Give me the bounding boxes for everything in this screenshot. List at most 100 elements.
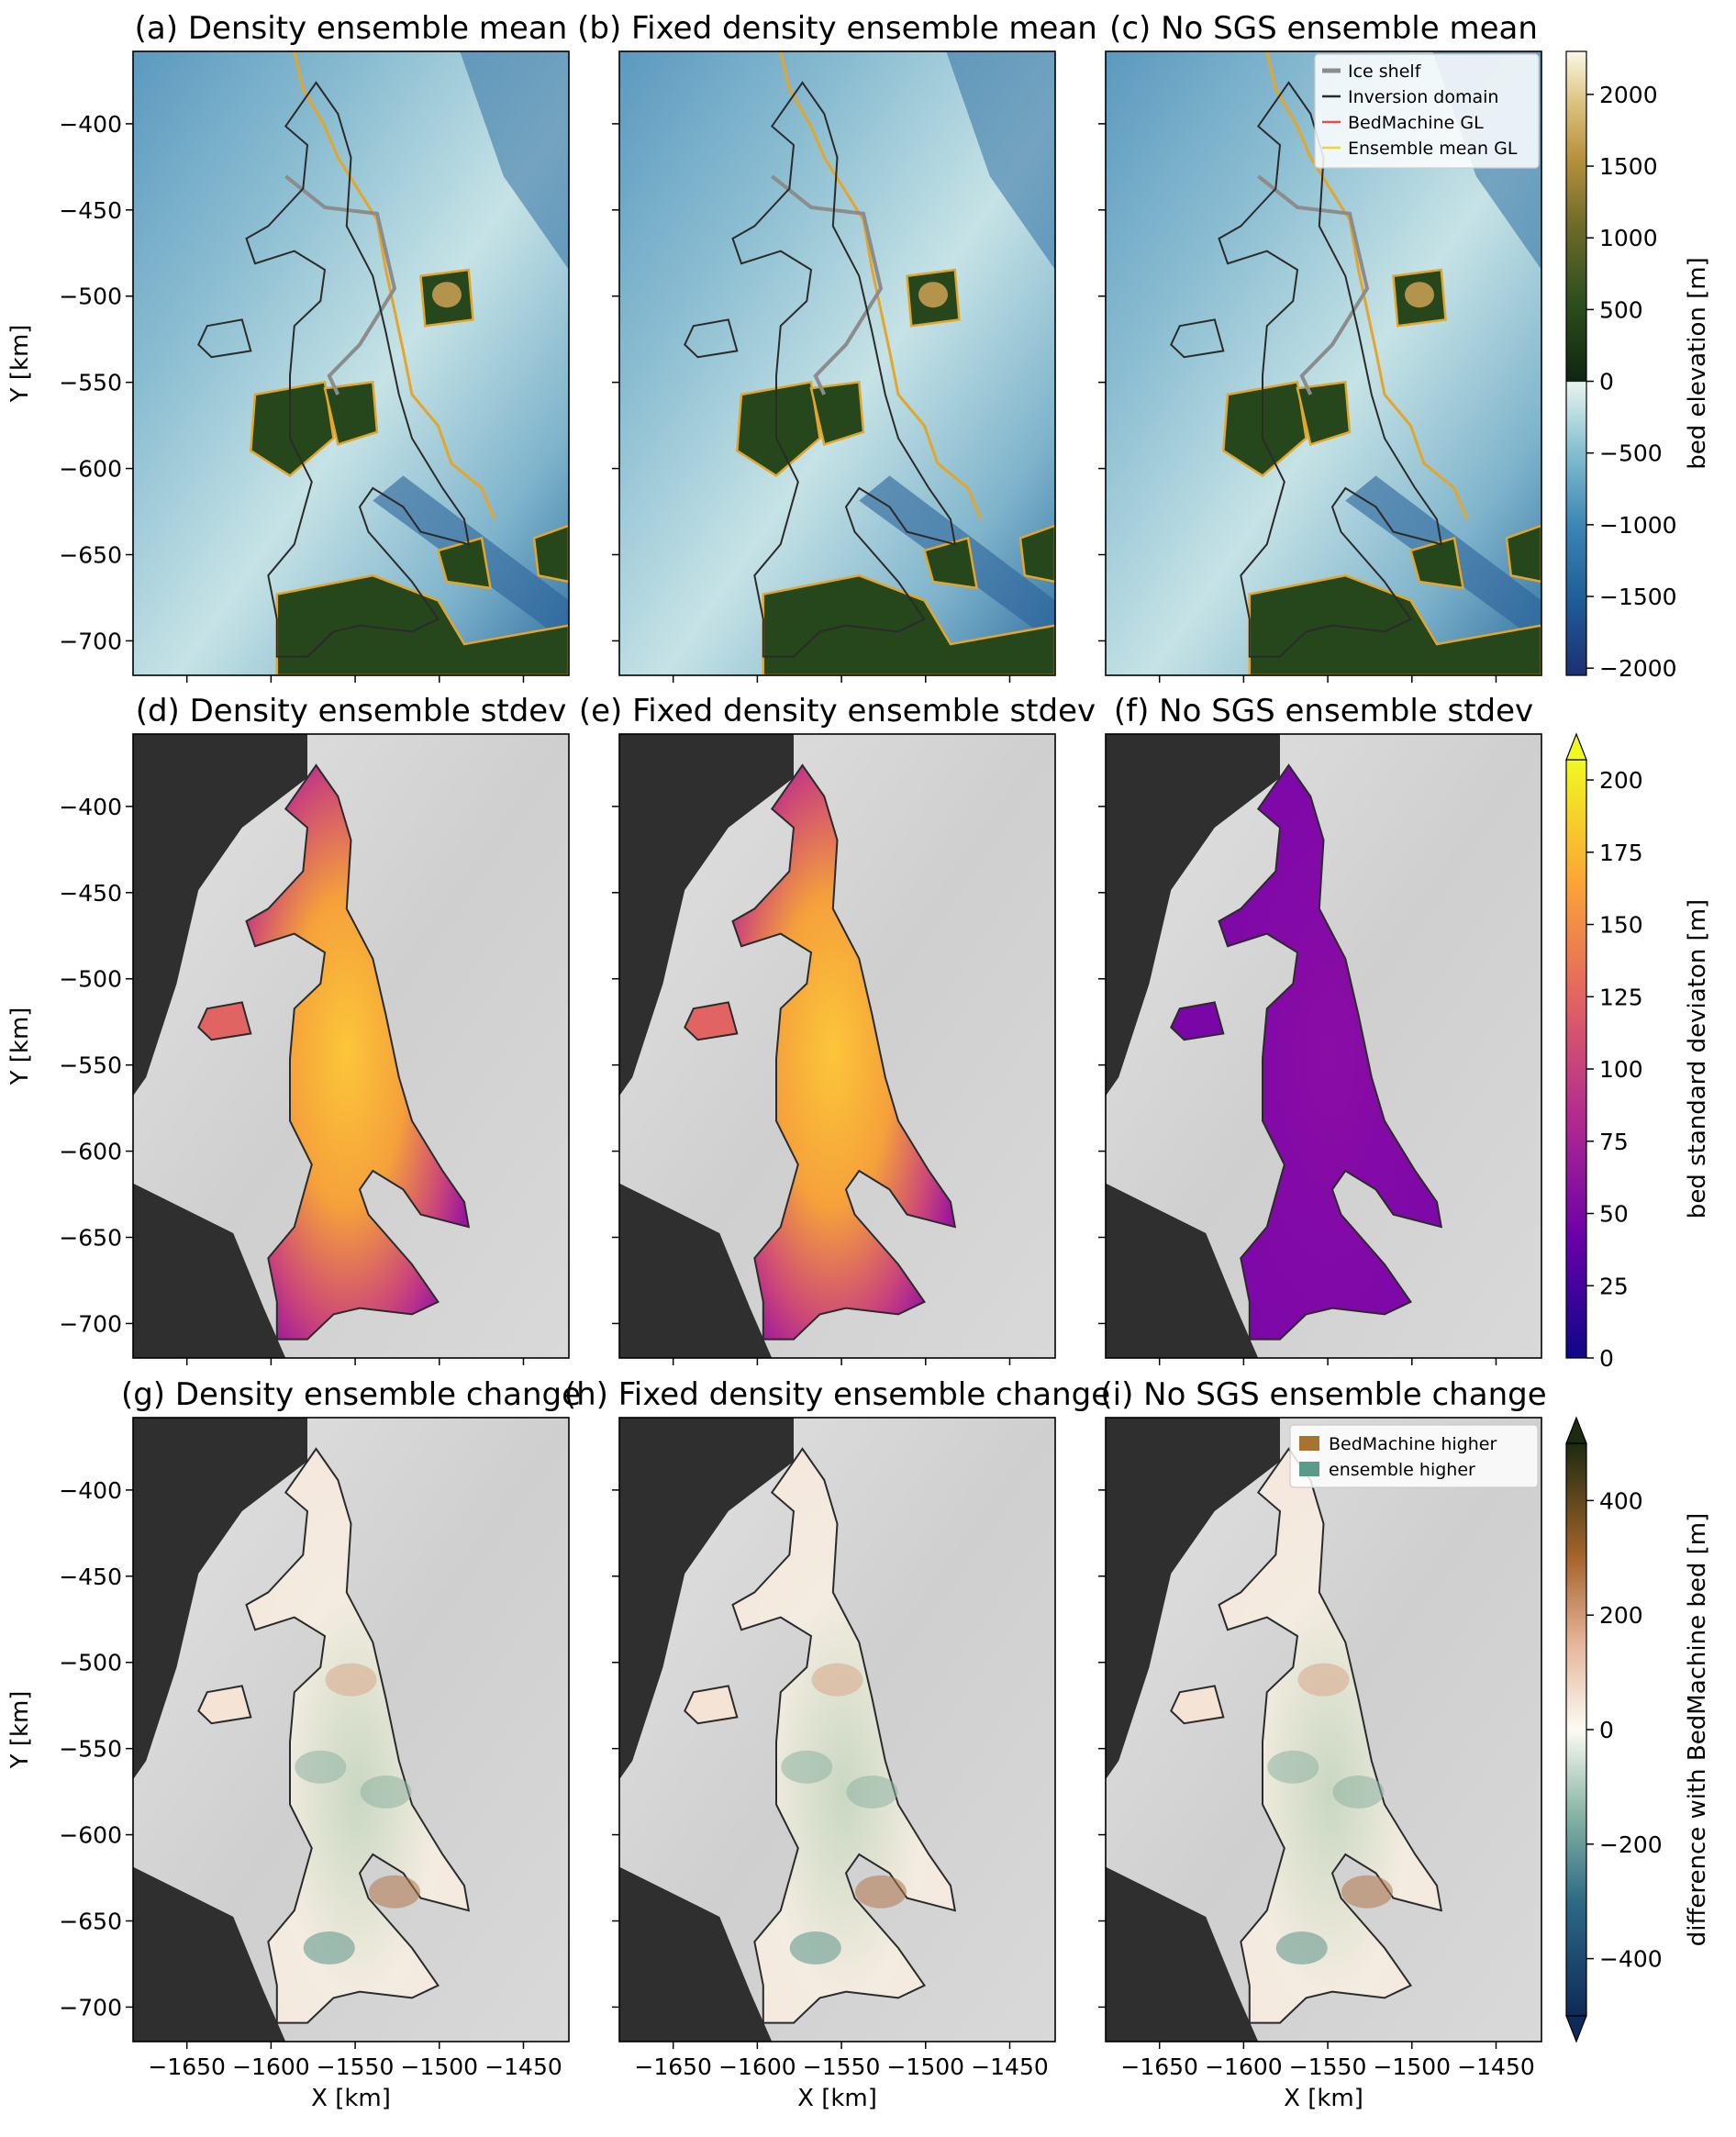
- y-axis-label: Y [km]: [6, 1691, 34, 1770]
- change-blob: [1267, 1750, 1319, 1784]
- legend-box: [1314, 53, 1540, 169]
- x-tick-label: −1450: [1457, 2054, 1535, 2080]
- axes-frame: [1105, 1417, 1542, 2042]
- colorbar-2: 200 175 150 125 100 75 50 25 0 bed standard devia…: [1565, 732, 1711, 1372]
- colorbar-tick-label: 500: [1599, 296, 1643, 323]
- change-blob: [846, 1775, 898, 1809]
- x-axis-label: X [km]: [1284, 2085, 1363, 2112]
- grounded-bedrock: [922, 536, 979, 590]
- change-field: [197, 1685, 252, 1725]
- x-axis-label: X [km]: [311, 2085, 391, 2112]
- x-tick-label: −1650: [634, 2054, 712, 2080]
- colorbar-tick-label: 150: [1599, 912, 1643, 939]
- x-tick-label: −1600: [232, 2054, 310, 2080]
- colorbar-tick-label: −1000: [1599, 512, 1677, 539]
- colorbar-tick-label: 400: [1599, 1487, 1643, 1514]
- colorbar-tick-label: 0: [1599, 1345, 1614, 1372]
- y-tick-label: −700: [59, 1310, 122, 1337]
- high-peak: [918, 282, 948, 308]
- colorbar-tick-label: −2000: [1599, 655, 1677, 682]
- axes-frame: [1105, 733, 1542, 1359]
- panel-g: (g) Density ensemble change −400 −450 −500 −…: [6, 1376, 581, 2112]
- change-blob: [789, 1931, 841, 1964]
- colorbar-tick-label: 75: [1599, 1129, 1629, 1155]
- y-tick-label: −550: [59, 1052, 122, 1079]
- grounded-bedrock: [809, 380, 865, 447]
- panel-title: (b) Fixed density ensemble mean: [577, 10, 1097, 47]
- high-peak: [432, 282, 462, 308]
- x-tick-label: −1450: [971, 2054, 1049, 2080]
- colorbar-label: bed standard deviaton [m]: [1684, 899, 1711, 1219]
- stdev-field: [1170, 1001, 1225, 1041]
- change-blob: [811, 1663, 863, 1697]
- legend-entry: Inversion domain: [1348, 87, 1498, 107]
- colorbar-tick-label: 200: [1599, 767, 1643, 794]
- x-tick-label: −1550: [1289, 2054, 1367, 2080]
- grounded-bedrock: [1505, 524, 1541, 584]
- grounded-bedrock: [1408, 536, 1465, 590]
- legend-change: BedMachine higher ensemble higher: [1289, 1424, 1539, 1488]
- colorbar-tick-label: −400: [1599, 1946, 1663, 1973]
- y-axis-label: Y [km]: [6, 1007, 34, 1086]
- change-blob: [295, 1750, 347, 1784]
- colorbar-gradient: [1565, 759, 1587, 1359]
- y-tick-label: −600: [59, 456, 122, 483]
- y-tick-label: −500: [59, 966, 122, 993]
- grounded-bedrock: [762, 573, 1055, 675]
- colorbar-tick-label: 125: [1599, 984, 1643, 1010]
- trough-band: [460, 51, 569, 270]
- colorbar-tick-label: −1500: [1599, 584, 1677, 610]
- colorbar-gradient: [1565, 1442, 1587, 2017]
- y-tick-label: −550: [59, 1736, 122, 1763]
- grounded-bedrock: [1248, 573, 1541, 675]
- panel-title: (f) No SGS ensemble stdev: [1114, 693, 1533, 729]
- change-blob: [781, 1750, 833, 1784]
- map-i: [1106, 1418, 1541, 2042]
- panel-title: (a) Density ensemble mean: [135, 10, 568, 47]
- inversion-domain-outline: [684, 318, 739, 359]
- x-tick-label: −1550: [803, 2054, 881, 2080]
- colorbar-extend-max: [1565, 732, 1587, 761]
- colorbar-tick-label: 1500: [1599, 153, 1658, 180]
- legend-mean: Ice shelf Inversion domain BedMachine GL En…: [1314, 53, 1540, 169]
- y-tick-label: −550: [59, 370, 122, 396]
- panel-i: (i) No SGS ensemble change −1650 −1600 −155…: [1098, 1376, 1547, 2112]
- axes-frame: [618, 1417, 1056, 2042]
- colorbar-extend-min: [1565, 2015, 1587, 2043]
- y-tick-label: −500: [59, 284, 122, 310]
- colorbar-tick-label: 50: [1599, 1201, 1629, 1228]
- inversion-domain-outline: [731, 81, 957, 658]
- change-blob: [1332, 1775, 1385, 1809]
- change-field: [1170, 1685, 1225, 1725]
- axes-frame: [132, 733, 570, 1359]
- ocean-mask: [133, 734, 307, 1096]
- ice-shelf-line: [284, 174, 397, 395]
- ice-shelf-line: [1257, 174, 1370, 395]
- grounded-bedrock: [1221, 380, 1308, 477]
- ocean-mask: [619, 1866, 773, 2042]
- y-axis-label: Y [km]: [6, 325, 34, 404]
- panel-f: (f) No SGS ensemble stdev: [1098, 693, 1542, 1365]
- y-tick-label: −650: [59, 1909, 122, 1935]
- change-blob: [855, 1875, 907, 1909]
- x-tick-label: −1500: [886, 2054, 964, 2080]
- y-tick-label: −600: [59, 1139, 122, 1165]
- ocean-mask: [619, 1183, 773, 1358]
- grounded-bedrock: [735, 380, 821, 477]
- grounded-bedrock: [436, 536, 493, 590]
- y-tick-label: −450: [59, 197, 122, 224]
- y-tick-label: −400: [59, 111, 122, 138]
- panel-title: (c) No SGS ensemble mean: [1109, 10, 1538, 47]
- stdev-field: [731, 763, 957, 1341]
- y-tick-label: −700: [59, 1994, 122, 2020]
- y-tick-label: −600: [59, 1822, 122, 1849]
- inversion-domain-outline: [1218, 81, 1443, 658]
- y-tick-label: −400: [59, 1477, 122, 1504]
- inversion-domain-outline: [1170, 318, 1225, 359]
- panel-title: (e) Fixed density ensemble stdev: [579, 693, 1096, 729]
- inversion-domain-outline: [197, 318, 252, 359]
- stdev-field: [1218, 763, 1443, 1341]
- high-peak: [1405, 282, 1434, 308]
- axes-frame: [132, 1417, 570, 2042]
